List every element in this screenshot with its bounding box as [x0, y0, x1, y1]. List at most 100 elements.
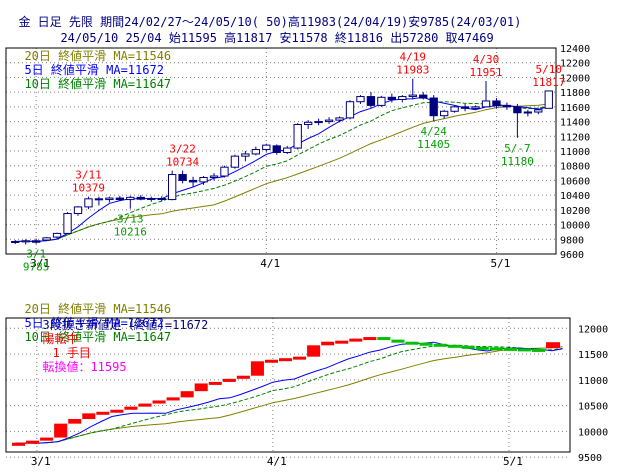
new-price-up-block	[279, 358, 293, 362]
new-price-down-block	[475, 346, 489, 350]
legend-ma20: 20日 終値平滑 MA=11546	[24, 49, 172, 63]
lower-y-tick-label: 11500	[578, 350, 608, 361]
lower-info: 3段抜き新値足（終値)=11672 陽転中 1 手目 転換値：11595	[28, 304, 208, 374]
new-price-up-block	[208, 381, 222, 385]
candle-body	[314, 121, 323, 124]
upper-y-tick-label: 10200	[560, 206, 590, 217]
new-price-down-block	[405, 341, 419, 345]
new-price-up-block	[349, 338, 363, 342]
candle-body	[241, 153, 250, 157]
candle-body	[387, 96, 397, 100]
upper-y-tick-label: 9800	[560, 235, 584, 246]
upper-y-tick-label: 10400	[560, 191, 590, 202]
candle-body	[439, 110, 449, 117]
upper-ma10-line	[15, 101, 549, 243]
upper-y-tick-label: 11400	[560, 118, 590, 129]
candle-body	[272, 145, 281, 153]
candle-body	[52, 232, 62, 238]
candle-body	[188, 179, 198, 183]
annotation-low-value: 9785	[23, 261, 50, 274]
candle-body	[303, 121, 313, 126]
upper-x-tick-label: 5/1	[490, 257, 510, 270]
candle-body	[324, 119, 334, 123]
upper-x-tick-label: 4/1	[260, 257, 280, 270]
lower-legend-ma5: 5日 終値平滑 MA=11672	[24, 316, 164, 330]
annotation-low-date: 3/1	[26, 248, 46, 261]
candle-body	[283, 147, 292, 153]
annotation-high-value: 11817	[532, 76, 565, 89]
lower-ma20-line	[15, 346, 563, 444]
upper-y-tick-label: 12200	[560, 59, 590, 70]
new-price-up-block	[335, 340, 349, 344]
upper-ma5-line	[15, 96, 549, 243]
candle-body	[408, 94, 417, 98]
upper-plot-frame	[5, 47, 557, 255]
new-price-up-block	[54, 423, 68, 438]
candle-body	[21, 240, 30, 243]
annotation-high-value: 11983	[396, 64, 429, 77]
lower-legend: 20日 終値平滑 MA=11546 5日 終値平滑 MA=11672 10日 終…	[10, 288, 171, 344]
candle-body	[492, 100, 501, 106]
new-price-up-block	[96, 411, 110, 415]
candle-body	[460, 106, 470, 109]
lower-x-tick-label: 3/1	[31, 455, 51, 468]
candle-body	[199, 176, 208, 183]
candle-body	[147, 197, 156, 200]
annotation-high-value: 10379	[72, 182, 105, 195]
annotation-high-value: 11951	[469, 66, 502, 79]
candle-body	[523, 111, 533, 114]
candle-body	[534, 109, 543, 113]
new-price-up-block	[307, 345, 321, 357]
new-price-up-block	[321, 341, 335, 346]
legend-ma10: 10日 終値平滑 MA=11647	[24, 77, 172, 91]
lower-info-state: 陽転中	[42, 332, 79, 346]
candle-body	[366, 96, 376, 106]
new-price-up-block	[264, 359, 278, 363]
new-price-up-block	[26, 440, 40, 444]
new-price-up-block	[293, 356, 307, 360]
upper-y-tick-label: 11000	[560, 147, 590, 158]
candle-body	[105, 197, 114, 201]
lower-plot-frame	[5, 317, 571, 453]
candle-body	[167, 174, 177, 201]
annotation-low-date: 3/13	[117, 213, 144, 226]
candle-body	[209, 175, 219, 178]
candle-body	[251, 149, 261, 155]
upper-y-tick-label: 10800	[560, 162, 590, 173]
new-price-up-block	[236, 375, 250, 379]
lower-x-tick-label: 4/1	[267, 455, 287, 468]
lower-x-tick-label: 5/1	[503, 455, 523, 468]
new-price-down-block	[503, 347, 517, 351]
candle-body	[471, 106, 480, 109]
candle-body	[94, 198, 104, 201]
candle-body	[230, 155, 240, 168]
upper-y-tick-label: 11800	[560, 88, 590, 99]
lower-y-tick-label: 11000	[578, 376, 608, 387]
new-price-up-block	[68, 419, 82, 424]
annotation-high-value: 10734	[166, 156, 199, 169]
candle-body	[115, 197, 125, 201]
new-price-up-block	[250, 361, 264, 376]
new-price-down-block	[391, 339, 405, 343]
candle-body	[356, 96, 365, 103]
annotation-low-value: 10216	[114, 226, 147, 239]
annotation-high-date: 3/11	[75, 169, 102, 182]
annotation-low-date: 5/-7	[504, 142, 531, 155]
annotation-high-date: 4/30	[473, 53, 500, 66]
upper-y-tick-label: 10600	[560, 176, 590, 187]
candle-body	[544, 90, 553, 109]
annotation-high-date: 3/22	[169, 143, 196, 156]
annotation-high-date: 5/10	[536, 63, 563, 76]
upper-candlestick-chart: 9600 9800 10000 10200 10400 10600 10800 11000 11…	[5, 44, 590, 274]
candle-body	[293, 124, 302, 149]
candle-body	[84, 198, 93, 208]
lower-y-tick-label: 9500	[578, 453, 602, 464]
new-price-up-block	[12, 442, 26, 446]
candle-body	[11, 240, 20, 243]
new-price-down-block	[377, 337, 391, 341]
lower-new-price-chart: 9500 10000 10500 11000 11500 12000 3/1 4/1 5/1	[5, 317, 608, 468]
new-price-up-block	[194, 383, 208, 392]
candle-body	[502, 104, 512, 108]
candle-body	[42, 237, 51, 241]
